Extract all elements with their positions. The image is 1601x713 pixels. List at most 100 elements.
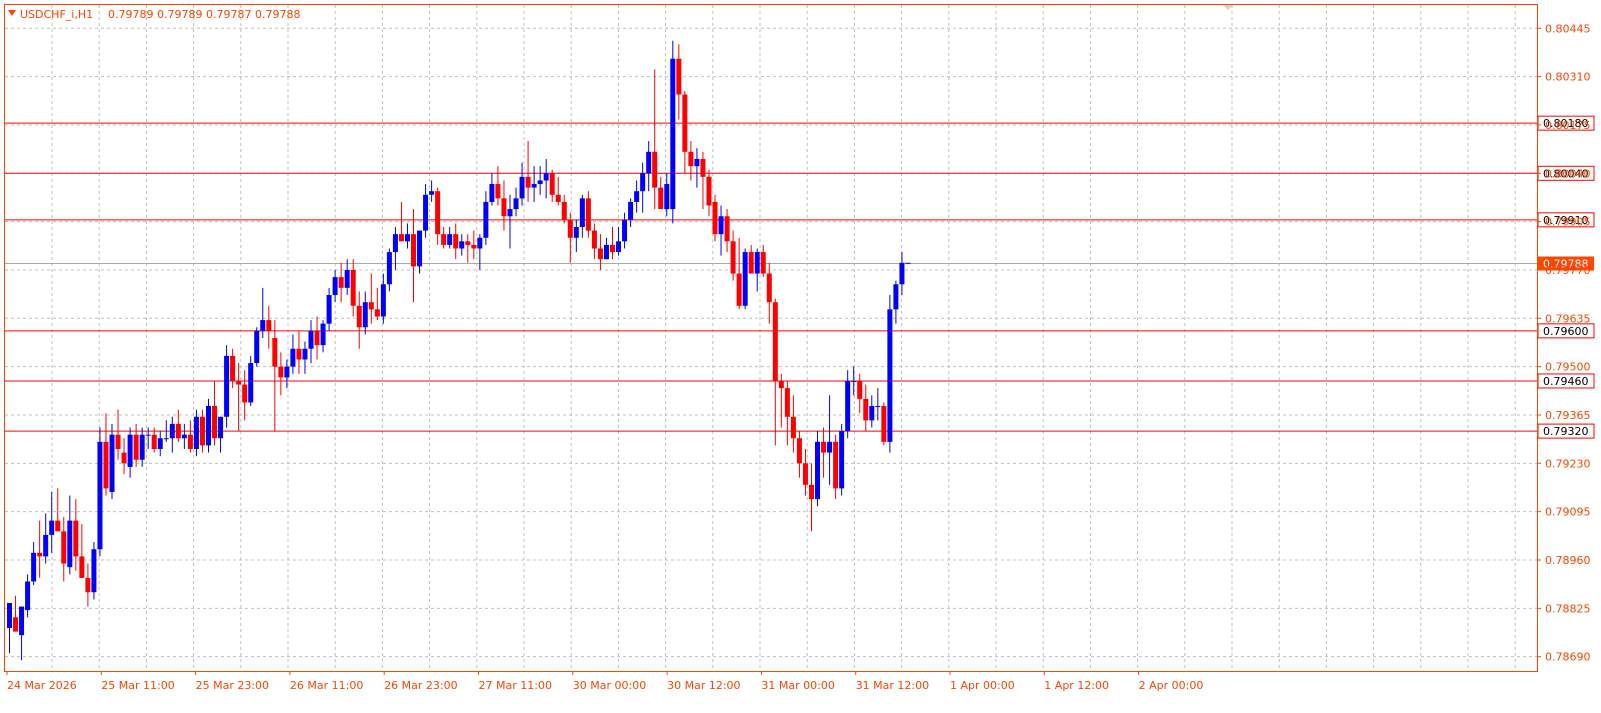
- candle-body: [356, 305, 362, 328]
- candle-body: [205, 406, 211, 446]
- candle-body: [477, 237, 483, 249]
- candle-body: [585, 198, 591, 231]
- candle: [19, 606, 25, 661]
- candle-body: [199, 416, 205, 446]
- candle-body: [67, 520, 73, 568]
- candle: [869, 395, 875, 428]
- candle: [754, 248, 760, 292]
- candle-body: [266, 320, 272, 331]
- candle: [591, 223, 597, 260]
- candle: [489, 173, 495, 206]
- candle-body: [326, 295, 332, 324]
- candle-body: [640, 173, 646, 192]
- candle-body: [181, 434, 187, 439]
- candle-body: [163, 438, 169, 440]
- candle: [899, 252, 905, 296]
- candle: [272, 320, 278, 432]
- candle: [91, 542, 97, 600]
- candle-body: [851, 380, 857, 382]
- price-tick-label: 0.79230: [1545, 457, 1591, 470]
- candle: [368, 273, 374, 324]
- candle-body: [905, 262, 911, 264]
- candle-body: [670, 58, 676, 210]
- price-axis: 0.80445 0.80310 0.80175 0.80040 0.79905 0.797…: [1537, 22, 1591, 664]
- candle-body: [778, 380, 784, 389]
- candle: [447, 227, 453, 249]
- candle-body: [784, 388, 790, 417]
- candle-body: [175, 423, 181, 439]
- candle: [302, 341, 308, 374]
- price-tick-label: 0.80310: [1545, 71, 1591, 84]
- time-tick-label: 31 Mar 12:00: [856, 679, 929, 692]
- candle: [597, 234, 603, 270]
- candle: [555, 176, 561, 206]
- price-tick-label: 0.79905: [1545, 216, 1591, 229]
- candle: [121, 438, 127, 475]
- horizontal-levels: 0.80180 0.80040 0.79910 0.79600 0.79460 0.793…: [5, 115, 1595, 439]
- candle: [296, 330, 302, 374]
- candle-body: [284, 366, 290, 378]
- candle: [802, 449, 808, 496]
- candle-body: [658, 187, 664, 210]
- candle-body: [622, 219, 628, 242]
- candle-body: [628, 201, 634, 220]
- candle-body: [802, 463, 808, 485]
- candle-body: [404, 234, 410, 242]
- candle: [284, 359, 290, 389]
- candle: [13, 595, 19, 632]
- candle: [465, 234, 471, 263]
- candle-body: [260, 320, 266, 331]
- time-axis: 24 Mar 2026 25 Mar 11:00 25 Mar 23:00 26 Ma…: [6, 671, 1203, 692]
- candle: [893, 280, 899, 324]
- candle: [796, 431, 802, 478]
- candle: [260, 287, 266, 338]
- candle: [151, 427, 157, 453]
- candle: [857, 373, 863, 414]
- candle-body: [875, 406, 881, 408]
- candle: [531, 166, 537, 202]
- candle: [417, 230, 423, 274]
- candle: [833, 434, 839, 500]
- candle-body: [374, 309, 380, 317]
- candle-body: [525, 176, 531, 188]
- candle-body: [398, 234, 404, 242]
- chart-shift-marker-icon[interactable]: [1223, 5, 1233, 10]
- candle: [218, 416, 224, 453]
- candle-body: [537, 180, 543, 185]
- candle-body: [893, 284, 899, 310]
- candle: [821, 427, 827, 478]
- candle-body: [634, 191, 640, 202]
- candle: [332, 269, 338, 303]
- candle-body: [187, 434, 193, 449]
- candle-body: [833, 441, 839, 489]
- price-tick-label: 0.79095: [1545, 506, 1591, 519]
- candle-body: [308, 330, 314, 349]
- candle: [851, 366, 857, 396]
- candle: [748, 244, 754, 274]
- candle: [169, 416, 175, 453]
- candle: [863, 384, 869, 432]
- candle-body: [193, 416, 199, 449]
- candle: [181, 423, 187, 449]
- candle: [133, 423, 139, 467]
- candle-body: [519, 176, 525, 199]
- level-price-label: 0.80040: [1543, 167, 1589, 180]
- candle-body: [742, 252, 748, 306]
- candle-body: [453, 234, 459, 249]
- candle-body: [760, 252, 766, 274]
- candle-body: [796, 438, 802, 464]
- candle: [37, 520, 43, 578]
- candle: [67, 495, 73, 575]
- triangle-down-icon[interactable]: [8, 10, 16, 16]
- candle-body: [121, 452, 127, 464]
- candle-body: [236, 380, 242, 385]
- candle: [236, 363, 242, 432]
- candle: [700, 151, 706, 210]
- candle: [881, 402, 887, 446]
- candle: [772, 298, 778, 446]
- candle-body: [465, 241, 471, 245]
- candle: [43, 513, 49, 564]
- candle: [326, 287, 332, 331]
- current-price-box: [1538, 256, 1594, 271]
